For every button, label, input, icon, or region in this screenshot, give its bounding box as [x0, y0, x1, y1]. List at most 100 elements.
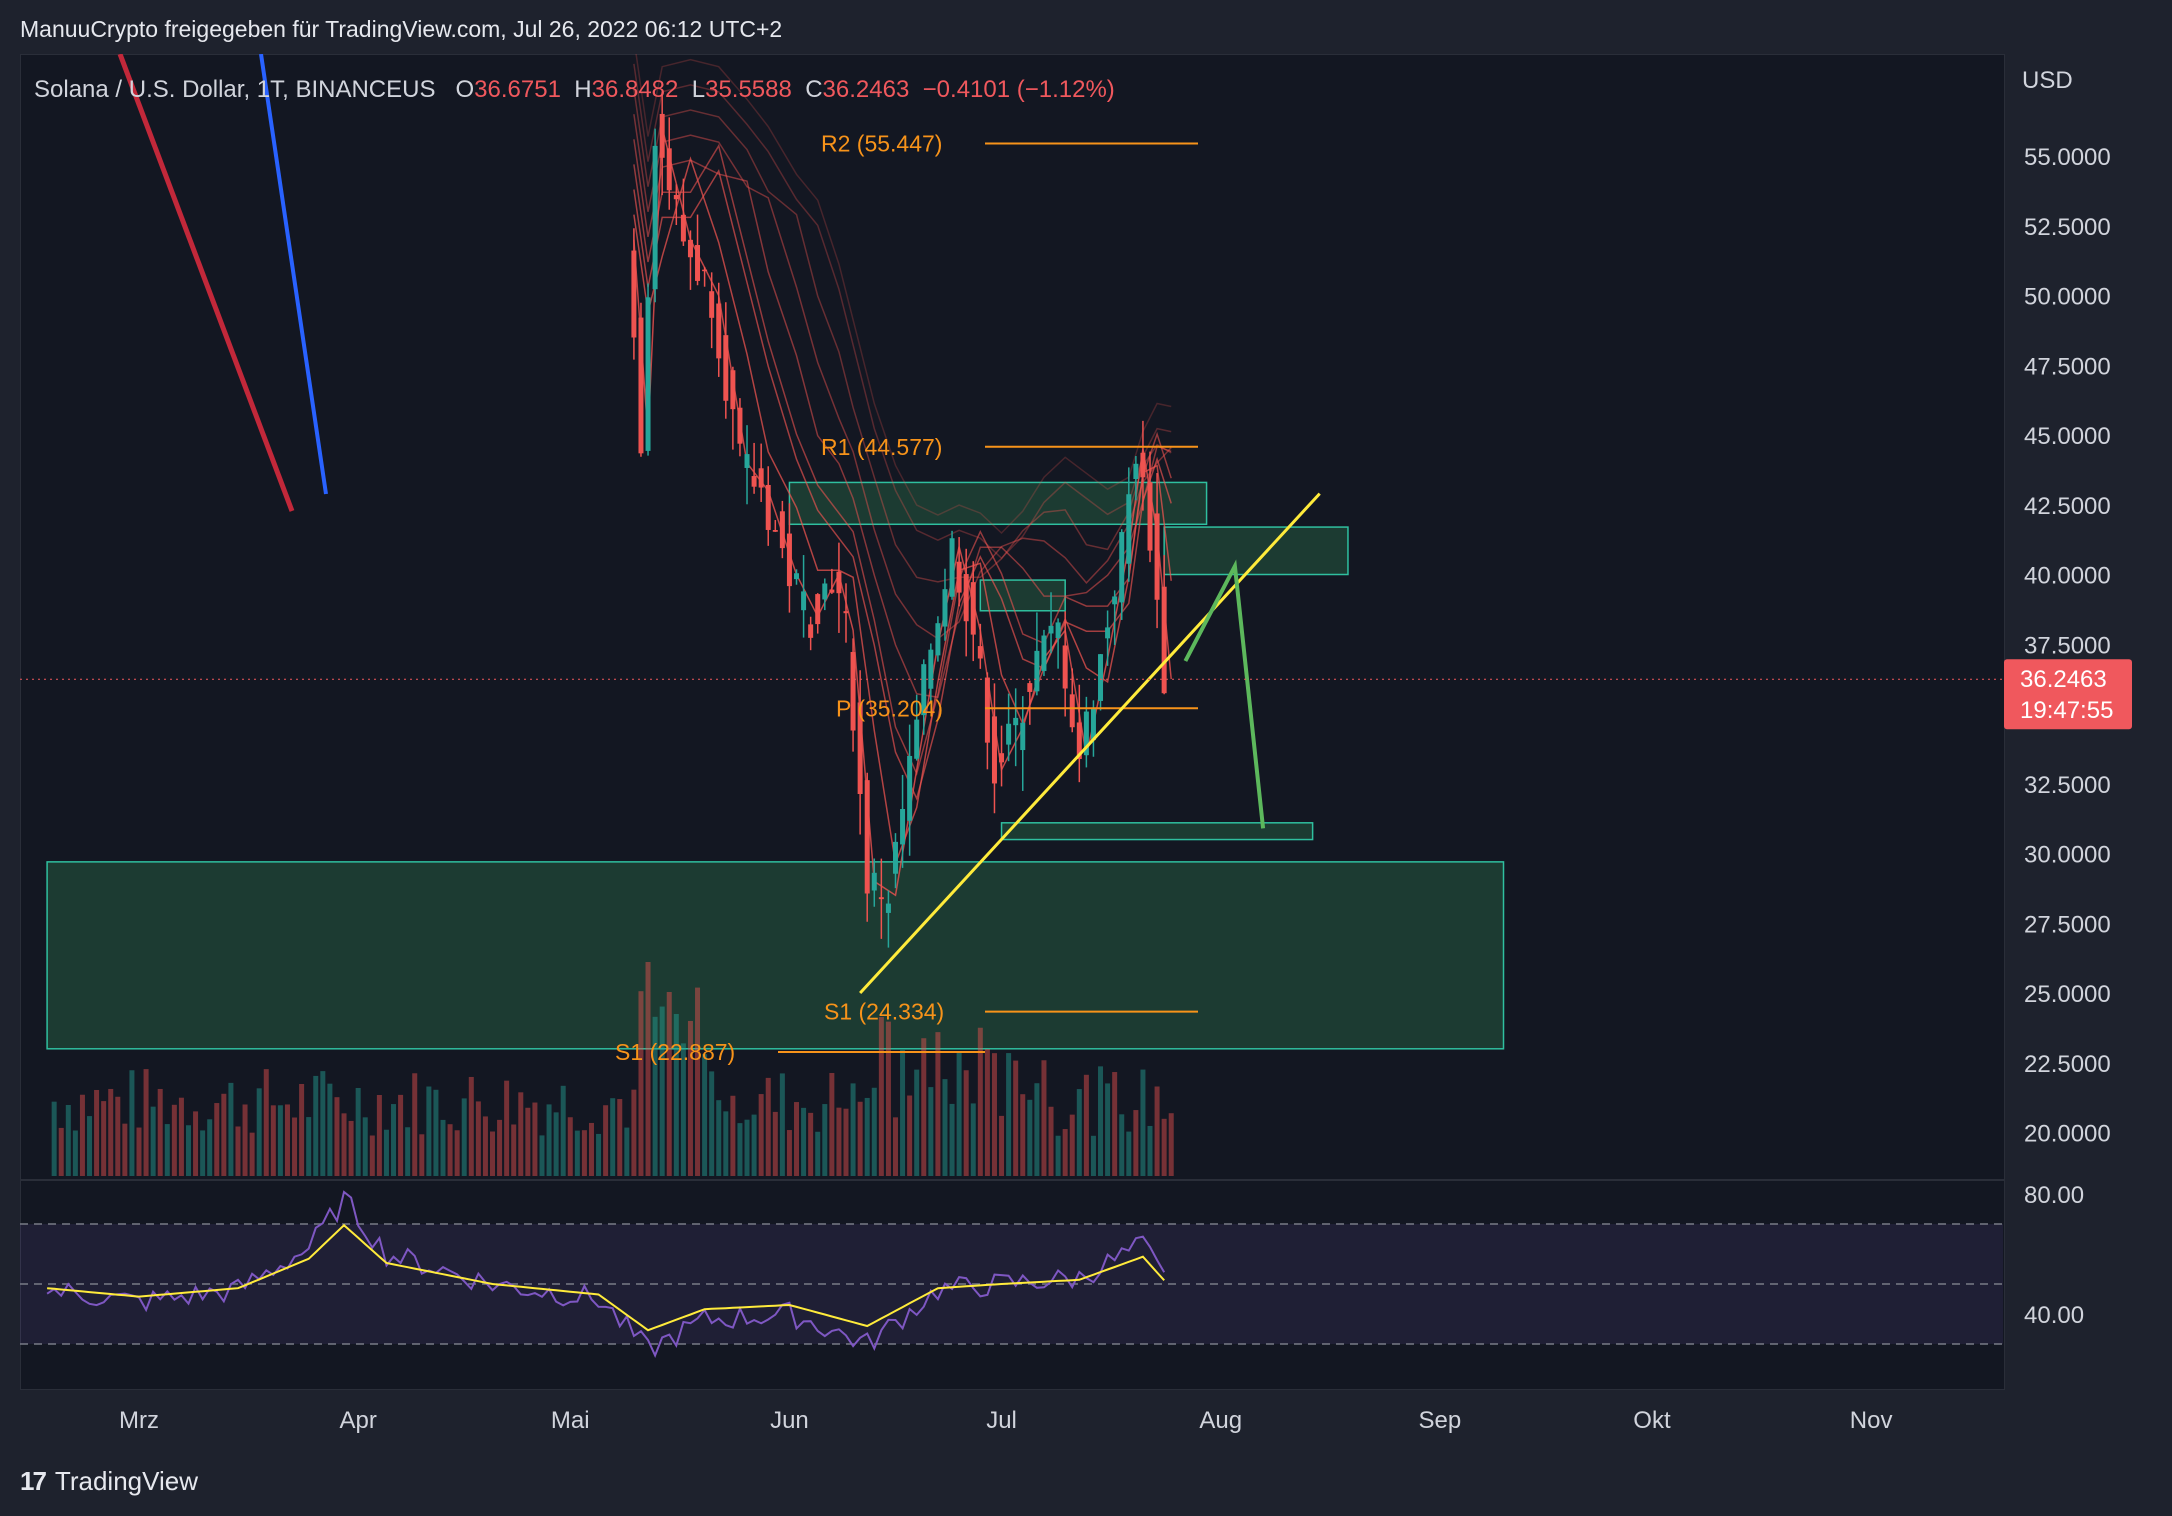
volume-bar	[454, 1130, 460, 1176]
volume-bar	[143, 1069, 149, 1176]
volume-bar	[815, 1131, 821, 1176]
volume-bar	[136, 1127, 142, 1176]
volume-bar	[94, 1089, 100, 1176]
volume-bar	[348, 1120, 354, 1176]
candle-body	[871, 872, 877, 891]
volume-bar	[185, 1125, 191, 1176]
tradingview-footer[interactable]: 17 TradingView	[20, 1466, 198, 1497]
candle-body	[999, 753, 1005, 763]
candle-body	[1006, 723, 1012, 745]
volume-bar	[956, 1052, 962, 1176]
price-axis-tick: 47.5000	[2024, 353, 2111, 380]
volume-bar	[843, 1108, 849, 1176]
volume-bar	[475, 1101, 481, 1176]
ema-ribbon-line	[633, 168, 1172, 801]
volume-bar	[822, 1104, 828, 1176]
volume-bar	[200, 1130, 206, 1176]
volume-bar	[51, 1101, 57, 1176]
candle-body	[652, 145, 658, 290]
price-axis-currency: USD	[2022, 67, 2073, 94]
candle-body	[709, 291, 715, 318]
price-pane[interactable]	[20, 54, 2005, 1180]
price-axis-tick: 40.0000	[2024, 563, 2111, 590]
volume-bar	[263, 1069, 269, 1176]
rsi-axis-tick: 40.00	[2024, 1302, 2084, 1329]
open-value: 36.6751	[474, 76, 561, 103]
candle-body	[1034, 650, 1040, 692]
price-axis-tick: 37.5000	[2024, 632, 2111, 659]
candle-body	[1048, 625, 1054, 634]
volume-bar	[914, 1069, 920, 1176]
drawn-red-line	[117, 54, 295, 512]
volume-bar	[228, 1082, 234, 1176]
candle-body	[751, 476, 757, 487]
candle-body	[1076, 722, 1082, 759]
volume-bar	[581, 1130, 587, 1176]
volume-bar	[398, 1094, 404, 1176]
volume-bar	[588, 1122, 594, 1176]
volume-bar	[242, 1104, 248, 1176]
volume-bar	[490, 1131, 495, 1176]
time-axis-tick: Jun	[770, 1407, 809, 1434]
brand-name: TradingView	[54, 1466, 198, 1496]
volume-bar	[1083, 1074, 1089, 1176]
volume-bar	[765, 1077, 771, 1176]
volume-bar	[497, 1119, 503, 1176]
candle-body	[921, 664, 927, 716]
volume-bar	[900, 1050, 906, 1176]
volume-bar	[666, 991, 672, 1176]
candle-body	[1126, 494, 1132, 564]
tradingview-logo-icon: 17	[20, 1466, 47, 1496]
volume-bar	[504, 1080, 510, 1176]
volume-bar	[433, 1089, 439, 1176]
rsi-pane[interactable]	[20, 1180, 2005, 1390]
ema-ribbon-line	[633, 139, 1172, 699]
drawn-blue-line	[259, 54, 328, 495]
volume-bar	[991, 1053, 997, 1176]
price-axis-tick: 42.5000	[2024, 493, 2111, 520]
volume-bar	[207, 1119, 213, 1176]
volume-bar	[1048, 1106, 1054, 1176]
volume-bar	[1161, 1118, 1167, 1176]
volume-bar	[857, 1101, 863, 1176]
volume-bar	[772, 1111, 778, 1176]
low-value: 35.5588	[705, 76, 792, 103]
time-axis[interactable]	[20, 1390, 2003, 1442]
candle-body	[786, 533, 792, 587]
low-label: L	[691, 76, 706, 103]
volume-bar	[977, 1027, 983, 1176]
price-axis-tick: 50.0000	[2024, 284, 2111, 311]
volume-bar	[892, 1117, 898, 1176]
volume-bar	[79, 1094, 85, 1176]
candle-body	[907, 755, 913, 821]
volume-bar	[157, 1088, 163, 1176]
ema-ribbon-line	[635, 54, 1172, 535]
volume-bar	[447, 1124, 453, 1176]
volume-bar	[320, 1071, 326, 1176]
volume-bar	[878, 1017, 884, 1176]
high-value: 36.8482	[591, 76, 679, 103]
volume-bar	[101, 1101, 107, 1176]
candle-body	[758, 468, 764, 488]
volume-bar	[299, 1083, 305, 1176]
volume-bar	[1140, 1069, 1146, 1176]
volume-bar	[426, 1086, 432, 1176]
volume-bar	[624, 1127, 630, 1176]
candle-body	[956, 561, 962, 593]
candle-body	[942, 589, 948, 627]
candle-body	[1161, 586, 1167, 694]
publisher-line: ManuuCrypto freigegeben für TradingView.…	[20, 16, 783, 42]
candle-body	[695, 245, 701, 281]
rsi-line	[46, 1190, 1166, 1358]
candle-body	[1133, 463, 1139, 479]
symbol-legend: Solana / U.S. Dollar, 1T, BINANCEUS O36.…	[34, 76, 1115, 104]
volume-bar	[1112, 1072, 1118, 1176]
candle-body	[687, 239, 693, 258]
volume-bar	[178, 1097, 184, 1176]
volume-bar	[270, 1105, 276, 1176]
zone-box-1	[788, 481, 1208, 526]
candle-body	[638, 317, 644, 454]
volume-bar	[1013, 1060, 1019, 1176]
symbol-name: Solana / U.S. Dollar, 1T, BINANCEUS	[34, 76, 436, 103]
